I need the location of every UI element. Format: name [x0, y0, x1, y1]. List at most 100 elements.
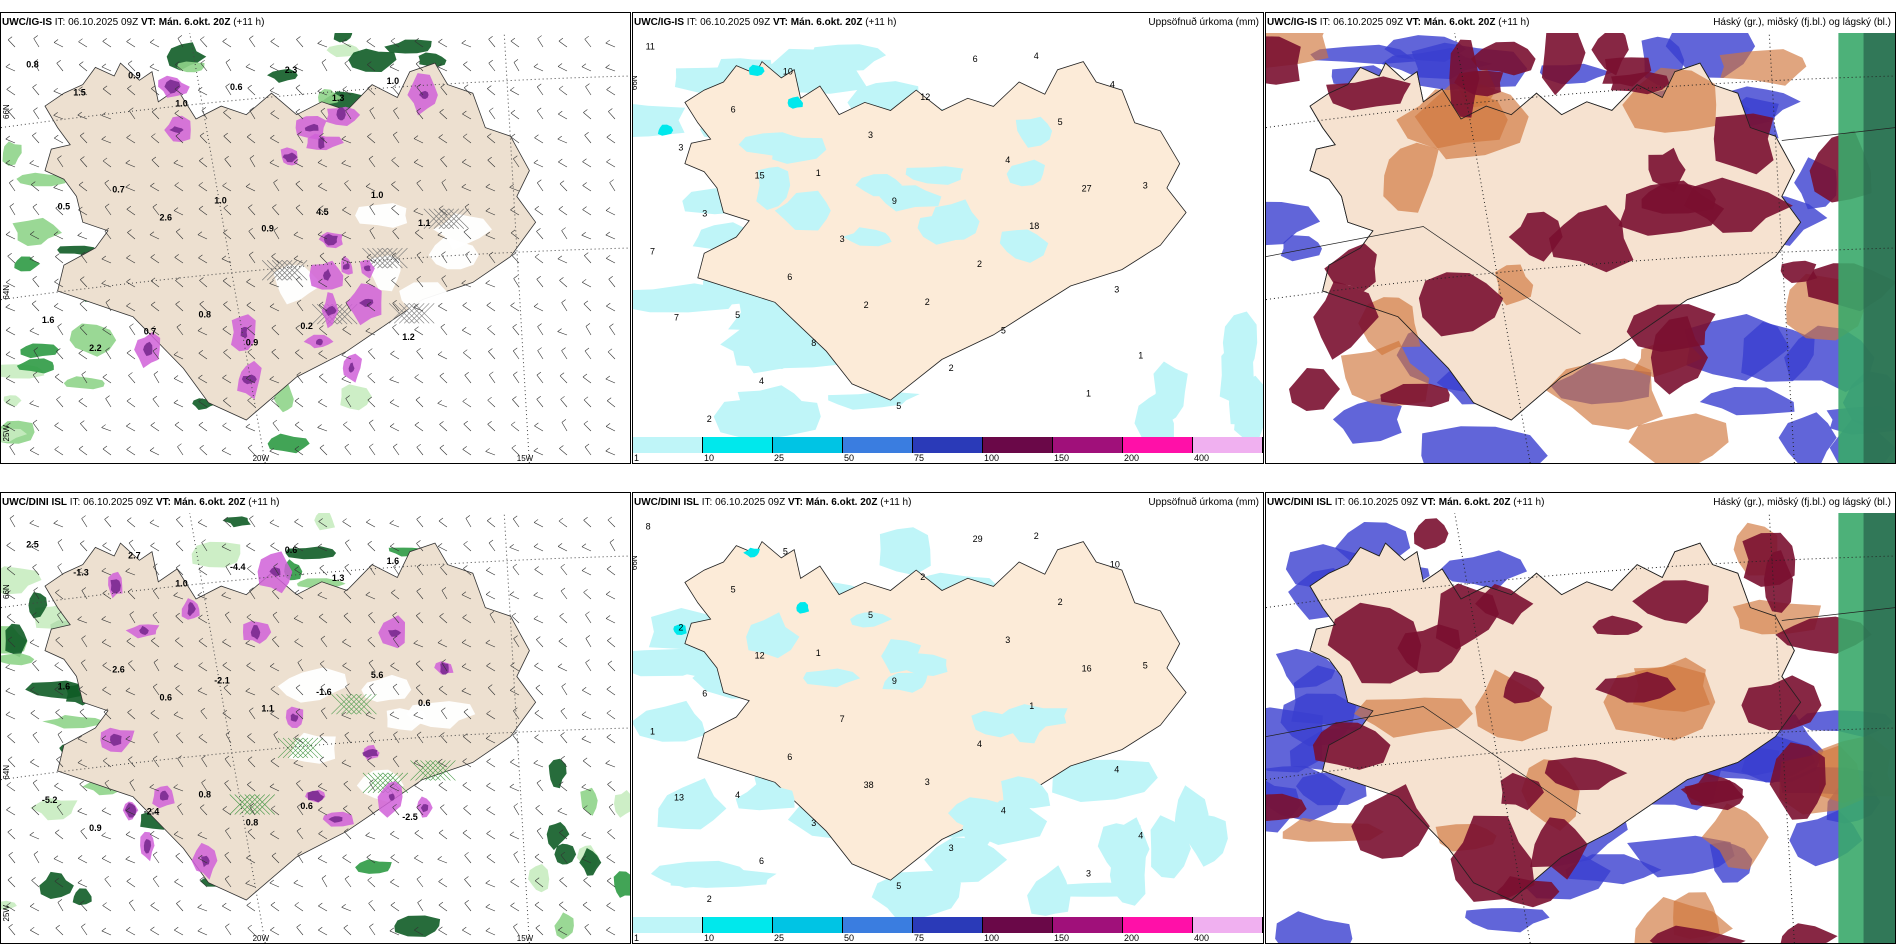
- colorbar-tick-label: 100: [984, 933, 1000, 943]
- wind-barb: [247, 397, 256, 408]
- precip-area: [881, 639, 922, 674]
- wind-barb: [486, 853, 496, 864]
- precip-area: [871, 870, 961, 921]
- precip-area: [948, 797, 1007, 829]
- wind-barb: [200, 36, 208, 48]
- wind-barb: [439, 205, 448, 216]
- snow-core: [269, 567, 281, 577]
- snow-value: 2.6: [160, 213, 173, 223]
- precip-area: [633, 700, 706, 742]
- wind-barb: [441, 179, 448, 192]
- precip-value: 1: [816, 648, 821, 658]
- wind-barb: [416, 83, 424, 96]
- wind-barb: [273, 731, 280, 744]
- wind-barb: [125, 159, 136, 168]
- wind-barb: [583, 300, 592, 312]
- wind-barb: [413, 759, 424, 768]
- wind-barb: [173, 399, 184, 408]
- wind-barb: [153, 731, 160, 744]
- precip-blob: [42, 715, 105, 729]
- wind-barb: [319, 564, 328, 576]
- wind-barb: [80, 900, 88, 912]
- wind-barb: [57, 611, 64, 624]
- wind-barb: [176, 516, 184, 528]
- wind-barb: [223, 349, 232, 360]
- wind-barb: [129, 779, 136, 792]
- wind-barb: [606, 926, 616, 936]
- wind-barb: [29, 831, 40, 840]
- wind-barb: [558, 85, 568, 96]
- wind-barb: [150, 325, 160, 336]
- high-cloud: [1266, 793, 1307, 821]
- wind-barb: [7, 636, 16, 648]
- wind-barb: [557, 328, 568, 336]
- wind-barb: [102, 542, 112, 552]
- wind-barb: [247, 924, 256, 936]
- mid-cloud: [1383, 142, 1439, 213]
- colorbar-tick-label: 1: [634, 453, 640, 463]
- precip-value: 4: [735, 790, 740, 800]
- wind-barb: [391, 181, 400, 192]
- wind-barb: [293, 879, 304, 888]
- precip-blob: [355, 859, 392, 874]
- graticule-line: [1454, 33, 1531, 463]
- high-cloud: [1351, 784, 1430, 859]
- snow-value: 1.1: [418, 218, 431, 228]
- axis-label: 15W: [517, 454, 534, 463]
- graticule-line: [1, 555, 630, 609]
- wind-barb: [33, 59, 40, 72]
- wind-barb: [297, 659, 304, 672]
- wind-barb: [344, 275, 352, 288]
- precip-area-heavy: [657, 124, 674, 136]
- snow-value: -2.5: [402, 812, 418, 822]
- colorbar-swatch: [1193, 437, 1263, 453]
- wind-barb: [125, 687, 136, 696]
- wind-barb: [609, 539, 616, 552]
- wind-barb: [152, 611, 160, 624]
- wind-barb: [369, 107, 376, 120]
- precip-value: 2: [949, 363, 954, 373]
- wind-barb: [6, 806, 16, 816]
- wind-barb: [270, 926, 280, 936]
- wind-barb: [582, 687, 592, 696]
- wind-barb: [510, 421, 520, 432]
- wind-barb: [269, 447, 280, 456]
- high-cloud: [1780, 923, 1838, 943]
- wind-barb: [248, 227, 256, 240]
- wind-barb: [270, 710, 280, 720]
- wind-barb: [295, 180, 304, 192]
- wind-barb: [438, 517, 448, 528]
- wind-barb: [582, 373, 592, 384]
- wind-barb: [318, 278, 328, 288]
- wind-barb: [606, 86, 616, 96]
- high-cloud: [1713, 113, 1774, 175]
- wind-barb: [53, 855, 64, 864]
- wind-barb: [341, 904, 352, 912]
- high-cloud: [1313, 281, 1379, 360]
- colorbar-tick-label: 100: [984, 453, 1000, 463]
- wind-barb: [101, 255, 112, 264]
- wind-barb: [152, 755, 160, 768]
- wind-barb: [201, 107, 208, 120]
- high-cloud: [1632, 580, 1709, 624]
- wind-barb: [272, 204, 280, 216]
- wind-barb: [175, 61, 184, 72]
- wind-barb: [390, 830, 400, 840]
- wind-barb: [368, 155, 376, 168]
- edge-cloud-band: [1863, 33, 1895, 463]
- wind-barb: [583, 396, 592, 408]
- wind-barb: [439, 109, 448, 120]
- wind-barb: [273, 227, 280, 240]
- wind-barb: [441, 659, 448, 672]
- wind-barb: [78, 398, 88, 408]
- snow-value: 4.5: [316, 207, 329, 217]
- wind-barb: [54, 686, 64, 696]
- precip-area: [772, 134, 827, 164]
- precip-area: [842, 227, 892, 247]
- panel-title: UWC/DINI ISL IT: 06.10.2025 09Z VT: Mán.…: [2, 497, 280, 508]
- wind-barb: [342, 638, 352, 648]
- wind-barb: [533, 519, 544, 528]
- panel-dini-precip: UWC/DINI ISL IT: 06.10.2025 09Z VT: Mán.…: [632, 492, 1264, 944]
- wind-barb: [54, 878, 64, 888]
- wind-barb: [486, 662, 496, 672]
